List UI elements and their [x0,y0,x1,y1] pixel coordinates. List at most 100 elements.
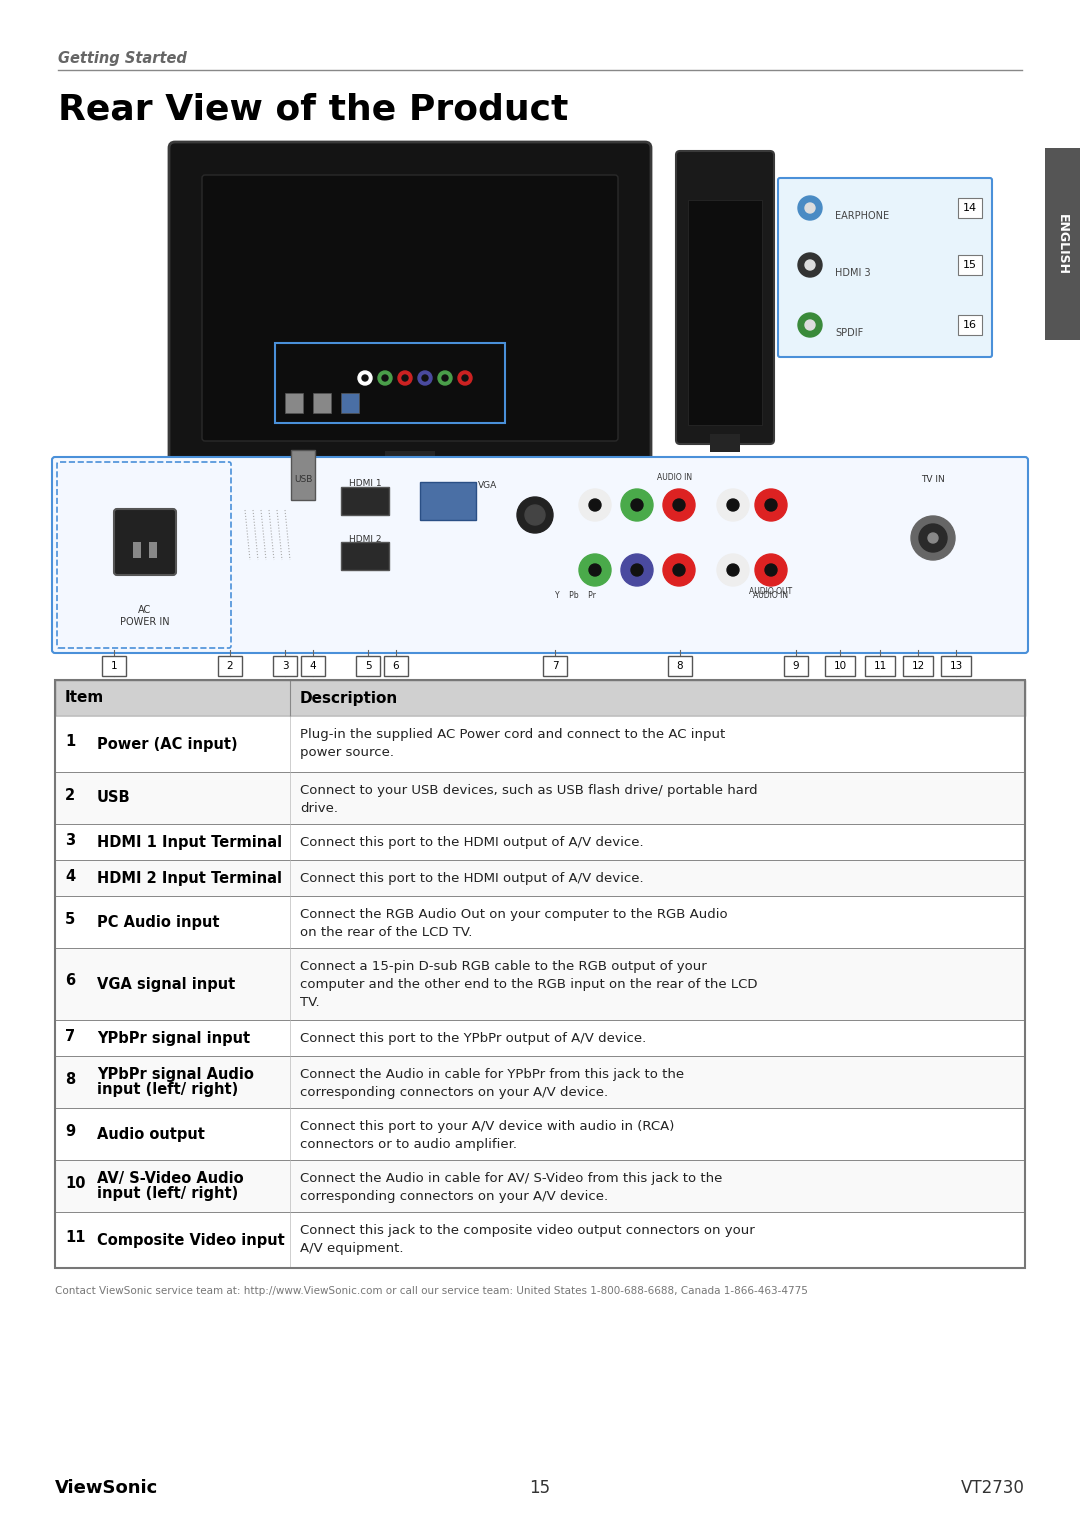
Text: Composite Video input: Composite Video input [97,1232,285,1248]
Circle shape [579,489,611,521]
Circle shape [673,499,685,512]
Circle shape [402,376,408,382]
Circle shape [727,563,739,576]
Text: 10: 10 [65,1176,85,1191]
Bar [784,657,808,676]
Bar [55,948,1025,1020]
Circle shape [382,376,388,382]
Text: HDMI 1: HDMI 1 [349,478,381,487]
Text: Connect this port to the HDMI output of A/V device.: Connect this port to the HDMI output of … [300,872,644,886]
Text: 16: 16 [963,321,977,330]
Circle shape [912,516,955,560]
Text: 8: 8 [65,1072,76,1087]
Text: Connect this jack to the composite video output connectors on your: Connect this jack to the composite video… [300,1225,755,1237]
Text: Plug-in the supplied AC Power cord and connect to the AC input: Plug-in the supplied AC Power cord and c… [300,728,726,741]
Circle shape [663,554,696,586]
FancyBboxPatch shape [676,151,774,444]
Bar [55,825,1025,860]
Circle shape [663,489,696,521]
Circle shape [442,376,448,382]
Text: Description: Description [300,690,399,705]
Text: TV.: TV. [300,996,320,1009]
Text: connectors or to audio amplifier.: connectors or to audio amplifier. [300,1138,517,1151]
Text: Y    Pb    Pr: Y Pb Pr [555,591,596,600]
Text: Audio output: Audio output [97,1127,205,1142]
Text: 9: 9 [793,661,799,670]
Bar [688,200,762,425]
FancyBboxPatch shape [778,179,993,357]
Text: 4: 4 [310,661,316,670]
FancyBboxPatch shape [202,176,618,441]
Bar [291,450,315,499]
Text: 11: 11 [874,661,887,670]
Text: AUDIO IN: AUDIO IN [754,591,788,600]
Text: corresponding connectors on your A/V device.: corresponding connectors on your A/V dev… [300,1190,608,1203]
Circle shape [928,533,939,544]
Bar [669,657,692,676]
Text: 15: 15 [963,260,977,270]
Text: 6: 6 [65,973,76,988]
Text: VT2730: VT2730 [961,1480,1025,1496]
Text: ViewSonic: ViewSonic [55,1480,159,1496]
Bar [903,657,933,676]
Circle shape [805,260,815,270]
Bar [218,657,242,676]
Circle shape [755,554,787,586]
Bar [301,657,325,676]
Bar [55,680,1025,716]
Text: 10: 10 [834,661,847,670]
Bar [102,657,126,676]
Circle shape [717,489,750,521]
Bar [55,1161,1025,1212]
Bar [1045,148,1080,341]
Bar [865,657,895,676]
Text: USB: USB [97,791,131,806]
Text: Connect a 15-pin D-sub RGB cable to the RGB output of your: Connect a 15-pin D-sub RGB cable to the … [300,960,706,973]
Bar [543,657,567,676]
Bar [285,392,303,412]
Text: Connect the Audio in cable for YPbPr from this jack to the: Connect the Audio in cable for YPbPr fro… [300,1067,684,1081]
Circle shape [517,496,553,533]
Text: SPDIF: SPDIF [835,328,863,337]
FancyBboxPatch shape [52,457,1028,654]
Text: 7: 7 [552,661,558,670]
Bar [149,542,157,557]
Bar [55,1057,1025,1109]
Text: 1: 1 [65,733,76,748]
Bar [341,392,359,412]
Text: 3: 3 [65,832,76,847]
Text: 11: 11 [65,1229,85,1245]
Text: HDMI 2 Input Terminal: HDMI 2 Input Terminal [97,870,282,886]
Text: Power (AC input): Power (AC input) [97,736,238,751]
Text: 12: 12 [912,661,924,670]
Text: 7: 7 [65,1029,76,1043]
Text: 15: 15 [529,1480,551,1496]
Circle shape [673,563,685,576]
Text: Rear View of the Product: Rear View of the Product [58,93,568,127]
Circle shape [399,371,411,385]
Text: on the rear of the LCD TV.: on the rear of the LCD TV. [300,925,472,939]
Text: Connect the RGB Audio Out on your computer to the RGB Audio: Connect the RGB Audio Out on your comput… [300,909,728,921]
Text: 1: 1 [110,661,118,670]
Circle shape [798,253,822,276]
Bar [55,773,1025,825]
Text: Item: Item [65,690,105,705]
Text: 14: 14 [963,203,977,212]
Text: AV/ S-Video Audio: AV/ S-Video Audio [97,1171,244,1185]
Text: 3: 3 [282,661,288,670]
Circle shape [919,524,947,551]
Text: 2: 2 [65,788,76,803]
Text: Connect the Audio in cable for AV/ S-Video from this jack to the: Connect the Audio in cable for AV/ S-Vid… [300,1173,723,1185]
Circle shape [589,563,600,576]
Bar [275,344,505,423]
Circle shape [357,371,372,385]
Text: 9: 9 [65,1124,76,1139]
Text: drive.: drive. [300,802,338,815]
Text: Contact ViewSonic service team at: http://www.ViewSonic.com or call our service : Contact ViewSonic service team at: http:… [55,1286,808,1296]
Circle shape [462,376,468,382]
Text: TV IN: TV IN [921,475,945,484]
Circle shape [631,563,643,576]
Bar [710,434,740,452]
Bar [313,392,330,412]
Bar [941,657,971,676]
